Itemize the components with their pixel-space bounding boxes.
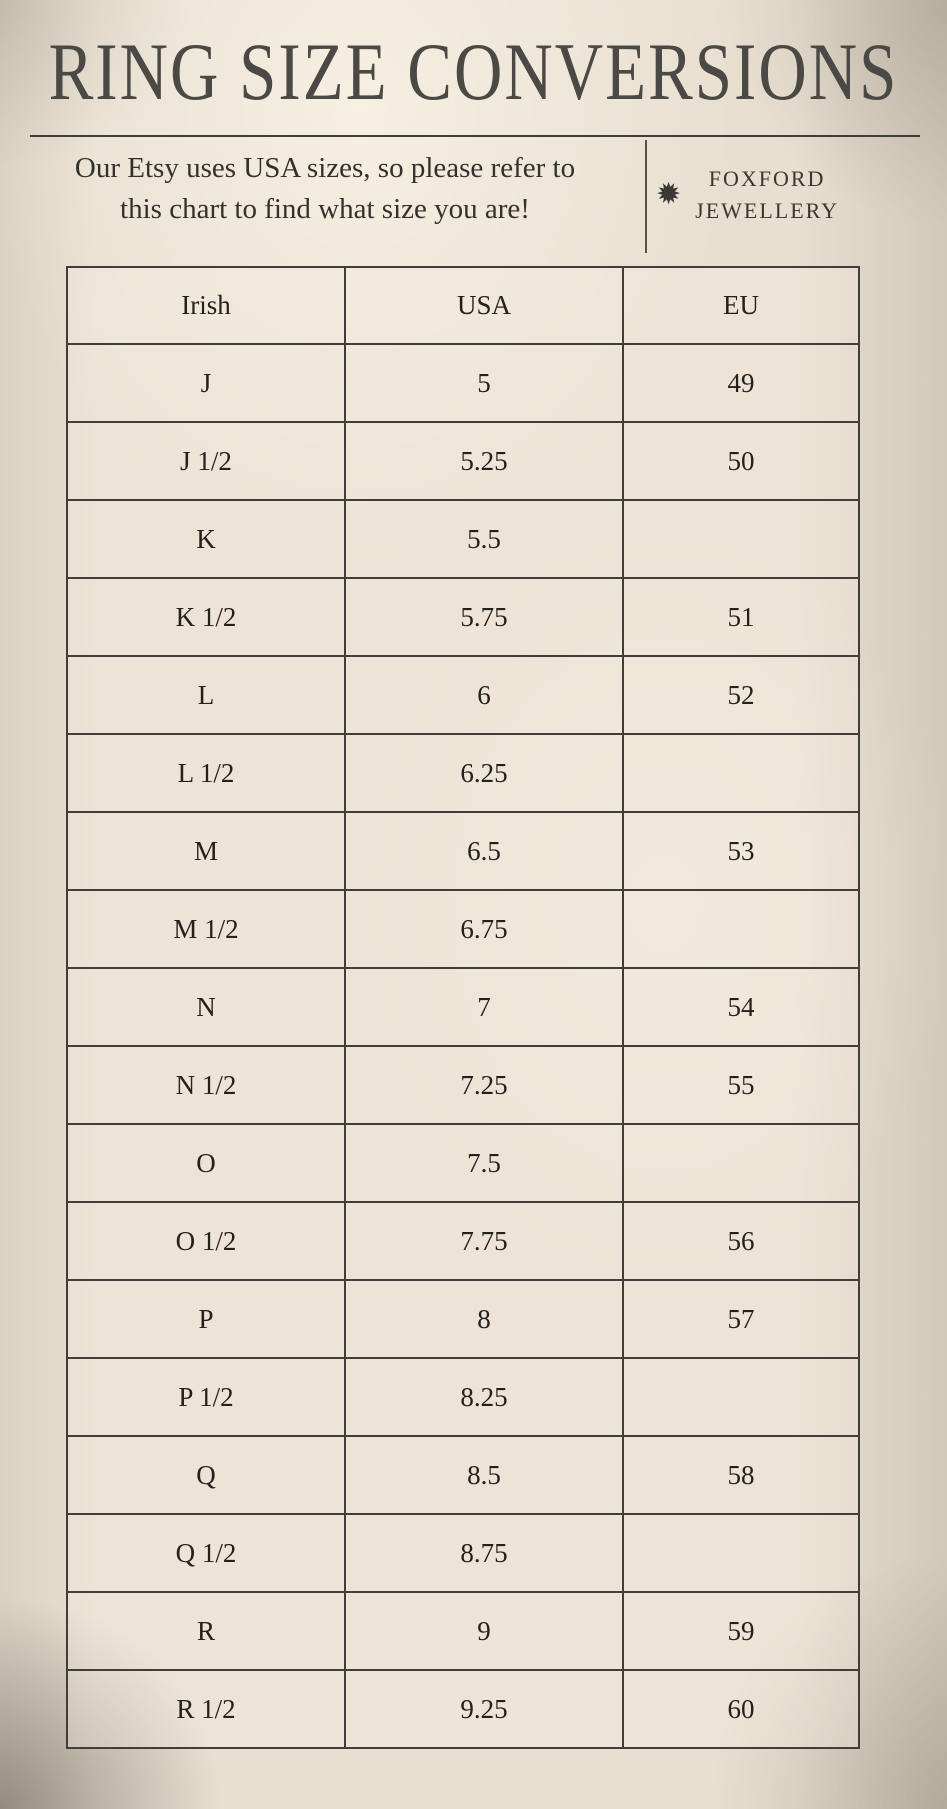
cell-usa: 5.25 <box>344 421 624 501</box>
table-row: O 1/2 7.75 56 <box>66 1201 860 1281</box>
table-row: J 5 49 <box>66 343 860 423</box>
cell-irish: J 1/2 <box>66 421 346 501</box>
table-row: P 1/2 8.25 <box>66 1357 860 1437</box>
column-header-eu: EU <box>622 266 860 345</box>
cell-eu: 51 <box>622 577 860 657</box>
table-header: Irish USA EU <box>66 266 860 345</box>
cell-usa: 6.25 <box>344 733 624 813</box>
table-row: Q 1/2 8.75 <box>66 1513 860 1593</box>
brand-name: FOXFORD JEWELLERY <box>695 163 839 227</box>
cell-irish: L 1/2 <box>66 733 346 813</box>
brand-logo: ✹ FOXFORD JEWELLERY <box>656 163 886 227</box>
cell-eu: 49 <box>622 343 860 423</box>
table-row: N 7 54 <box>66 967 860 1047</box>
cell-usa: 6.5 <box>344 811 624 891</box>
table-row: R 9 59 <box>66 1591 860 1671</box>
cell-usa: 9 <box>344 1591 624 1671</box>
cell-eu: 50 <box>622 421 860 501</box>
table-row: K 5.5 <box>66 499 860 579</box>
table-row: L 6 52 <box>66 655 860 735</box>
table-row: R 1/2 9.25 60 <box>66 1669 860 1749</box>
cell-eu <box>622 733 860 813</box>
cell-usa: 5.5 <box>344 499 624 579</box>
cell-eu: 54 <box>622 967 860 1047</box>
table-row: K 1/2 5.75 51 <box>66 577 860 657</box>
cell-eu: 59 <box>622 1591 860 1671</box>
cell-usa: 7.75 <box>344 1201 624 1281</box>
vertical-divider <box>645 140 647 253</box>
table-row: Q 8.5 58 <box>66 1435 860 1515</box>
cell-usa: 6.75 <box>344 889 624 969</box>
cell-irish: Q <box>66 1435 346 1515</box>
cell-eu <box>622 1357 860 1437</box>
cell-eu: 52 <box>622 655 860 735</box>
cell-eu <box>622 889 860 969</box>
cell-usa: 7.5 <box>344 1123 624 1203</box>
intro-text: Our Etsy uses USA sizes, so please refer… <box>30 148 620 230</box>
table-row: N 1/2 7.25 55 <box>66 1045 860 1125</box>
cell-irish: L <box>66 655 346 735</box>
brand-line-1: FOXFORD <box>708 166 826 191</box>
cell-irish: P 1/2 <box>66 1357 346 1437</box>
table-row: L 1/2 6.25 <box>66 733 860 813</box>
conversion-table: Irish USA EU J 5 49 J 1/2 5.25 50 K 5.5 K 1/2 5.75 5… <box>66 266 860 1749</box>
page-title: RING SIZE CONVERSIONS <box>48 27 899 118</box>
table-header-row: Irish USA EU <box>66 266 860 345</box>
cell-usa: 8.75 <box>344 1513 624 1593</box>
cell-irish: O 1/2 <box>66 1201 346 1281</box>
cell-usa: 8.25 <box>344 1357 624 1437</box>
cell-eu: 53 <box>622 811 860 891</box>
cell-eu <box>622 1123 860 1203</box>
cell-irish: K 1/2 <box>66 577 346 657</box>
cell-eu: 58 <box>622 1435 860 1515</box>
intro-line-1: Our Etsy uses USA sizes, so please refer… <box>74 152 576 184</box>
column-header-irish: Irish <box>66 266 346 345</box>
cell-usa: 7.25 <box>344 1045 624 1125</box>
table-body: J 5 49 J 1/2 5.25 50 K 5.5 K 1/2 5.75 51 L 6 52 L 1/2 6… <box>66 343 860 1749</box>
cell-irish: N 1/2 <box>66 1045 346 1125</box>
cell-eu: 60 <box>622 1669 860 1749</box>
cell-usa: 5 <box>344 343 624 423</box>
cell-eu <box>622 499 860 579</box>
cell-irish: O <box>66 1123 346 1203</box>
cell-usa: 6 <box>344 655 624 735</box>
table-row: J 1/2 5.25 50 <box>66 421 860 501</box>
cell-irish: P <box>66 1279 346 1359</box>
table-row: O 7.5 <box>66 1123 860 1203</box>
cell-usa: 7 <box>344 967 624 1047</box>
title-underline <box>30 135 920 137</box>
starburst-icon: ✹ <box>656 177 682 212</box>
cell-irish: M <box>66 811 346 891</box>
intro-line-2: this chart to find what size you are! <box>120 193 530 225</box>
cell-usa: 5.75 <box>344 577 624 657</box>
table-row: M 6.5 53 <box>66 811 860 891</box>
cell-irish: J <box>66 343 346 423</box>
cell-eu: 55 <box>622 1045 860 1125</box>
cell-irish: K <box>66 499 346 579</box>
cell-eu: 57 <box>622 1279 860 1359</box>
table-row: P 8 57 <box>66 1279 860 1359</box>
cell-irish: Q 1/2 <box>66 1513 346 1593</box>
table-row: M 1/2 6.75 <box>66 889 860 969</box>
cell-eu: 56 <box>622 1201 860 1281</box>
brand-line-2: JEWELLERY <box>695 198 840 223</box>
cell-irish: R 1/2 <box>66 1669 346 1749</box>
cell-usa: 9.25 <box>344 1669 624 1749</box>
cell-irish: N <box>66 967 346 1047</box>
cell-irish: M 1/2 <box>66 889 346 969</box>
cell-eu <box>622 1513 860 1593</box>
cell-usa: 8 <box>344 1279 624 1359</box>
cell-irish: R <box>66 1591 346 1671</box>
cell-usa: 8.5 <box>344 1435 624 1515</box>
column-header-usa: USA <box>344 266 624 345</box>
